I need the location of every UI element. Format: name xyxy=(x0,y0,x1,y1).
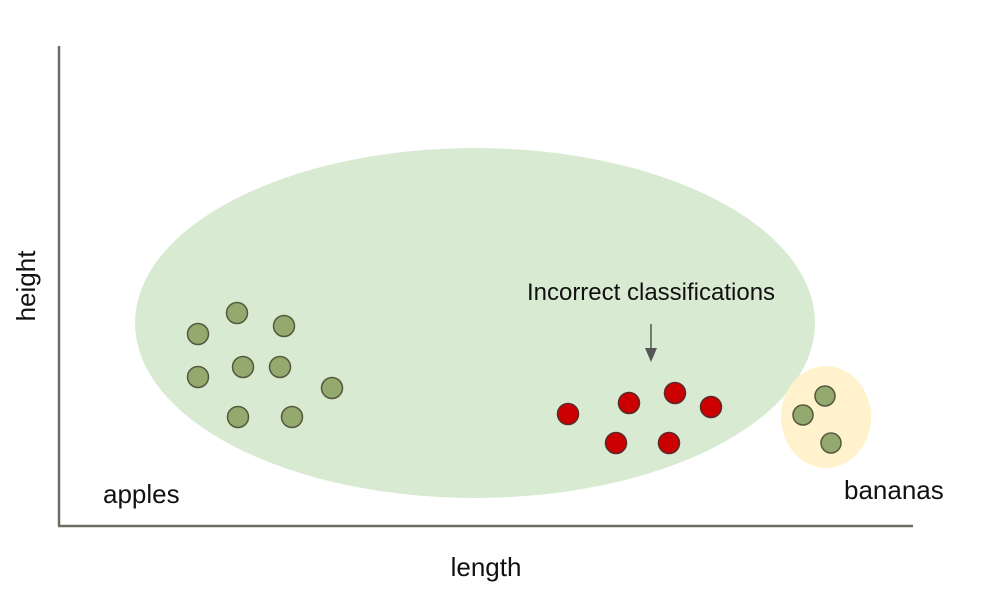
incorrect-point xyxy=(699,395,723,419)
incorrect-point xyxy=(617,391,641,415)
banana-point xyxy=(814,385,836,407)
bananas-region xyxy=(781,366,871,468)
banana-points xyxy=(792,385,842,454)
apples-region xyxy=(135,148,815,498)
apple-point xyxy=(186,322,210,346)
apple-point xyxy=(280,405,304,429)
annotation-arrow xyxy=(645,324,657,362)
annotation-label: Incorrect classifications xyxy=(527,279,775,306)
apple-point xyxy=(320,376,344,400)
banana-point xyxy=(820,432,842,454)
x-axis-label: length xyxy=(451,552,522,582)
apple-point xyxy=(272,314,296,338)
apple-point xyxy=(268,355,292,379)
apples-label: apples xyxy=(103,479,180,509)
apple-point xyxy=(186,365,210,389)
apple-point xyxy=(225,301,249,325)
incorrect-point xyxy=(657,431,681,455)
apple-point xyxy=(226,405,250,429)
bananas-label: bananas xyxy=(844,475,944,505)
incorrect-point xyxy=(556,402,580,426)
incorrect-point xyxy=(663,381,687,405)
incorrect-points xyxy=(556,381,723,455)
banana-point xyxy=(792,404,814,426)
apple-points xyxy=(186,301,344,429)
apple-point xyxy=(231,355,255,379)
incorrect-point xyxy=(604,431,628,455)
y-axis-label: height xyxy=(11,250,41,322)
